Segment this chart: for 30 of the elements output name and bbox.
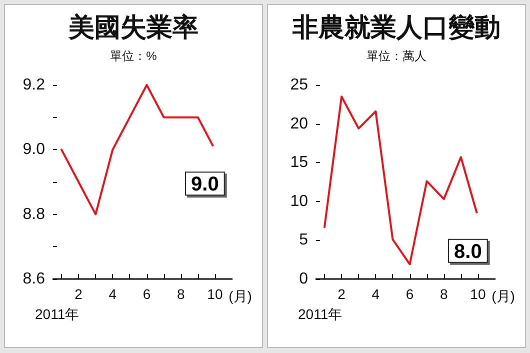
x-tick-label: 10 — [470, 286, 486, 302]
x-tick-label: 6 — [142, 286, 151, 302]
annotation: 9.0 — [191, 174, 219, 196]
y-tick-label: 0 — [299, 270, 308, 288]
text: 2011年 — [35, 306, 80, 322]
y-tick-label: 8.8 — [22, 206, 46, 223]
x-tick-label: 8 — [440, 286, 448, 302]
x-tick-label: 4 — [108, 286, 117, 302]
x-tick-label: 6 — [406, 286, 414, 302]
x-tick-label: 8 — [176, 286, 185, 302]
x-tick-label: 2 — [74, 286, 83, 302]
y-tick-label: 25 — [290, 76, 308, 94]
chart-title: 非農就業人口變動 — [292, 12, 500, 42]
x-axis-title: (月) — [228, 288, 252, 304]
x-tick-label: 10 — [207, 286, 223, 302]
y-tick-label: 20 — [290, 115, 308, 132]
chart-subtitle: 單位：% — [110, 49, 158, 63]
y-tick-label: 9.2 — [22, 76, 46, 94]
y-tick-label: 5 — [299, 232, 308, 249]
y-tick-label: 10 — [290, 192, 308, 210]
text: 2011年 — [298, 306, 342, 322]
y-tick-label: 8.6 — [22, 270, 46, 288]
chart-title: 美國失業率 — [68, 12, 198, 42]
annotation: 8.0 — [454, 240, 482, 263]
x-axis-title: (月) — [492, 288, 515, 304]
chart-subtitle: 單位：萬人 — [366, 49, 426, 63]
y-tick-label: 9.0 — [22, 141, 46, 158]
y-tick-label: 15 — [290, 154, 308, 172]
x-tick-label: 2 — [338, 286, 346, 302]
x-tick-label: 4 — [372, 286, 380, 302]
